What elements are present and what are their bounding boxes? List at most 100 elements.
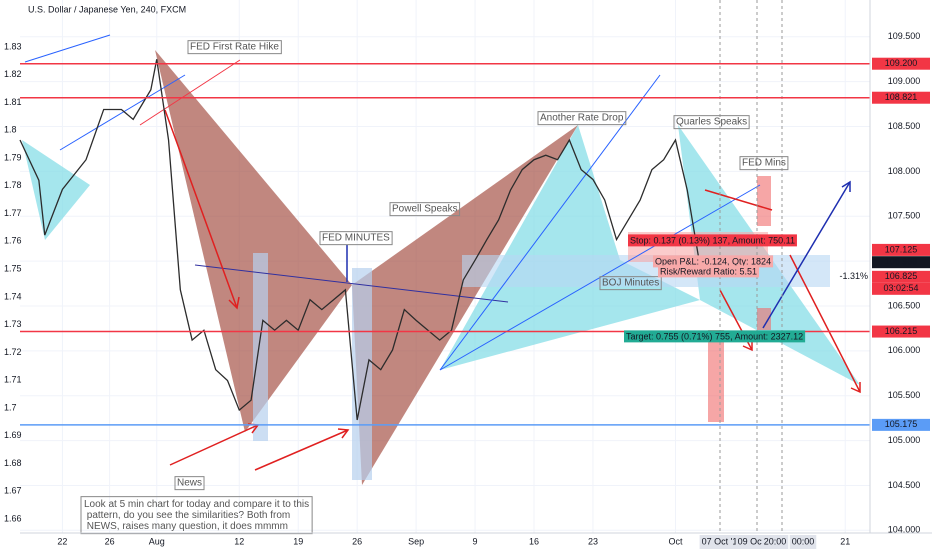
y-tick-label: 104.000 [888,525,921,535]
note-box [80,496,313,535]
x-tick-label: 19 [293,536,303,546]
price-label-bg [872,91,930,104]
pattern-triangle [440,125,700,370]
arrows [346,180,851,329]
position-label: Target: 0.755 (0.71%) 755, Amount: 2327.… [626,331,803,341]
y-tick-label: 109.500 [888,31,921,41]
trend-line [59,74,186,151]
change-label: -1.31% [839,271,868,281]
y2-tick-label: 1.76 [4,236,22,246]
trend-line [24,34,111,63]
price-label-bg [872,57,930,70]
time-label-bg [699,535,745,549]
trend-line [139,59,241,126]
y2-tick-label: 1.68 [4,458,22,468]
annotation: News [177,478,202,489]
y-tick-label: 107.500 [888,211,921,221]
annotation-box [174,476,205,491]
price-label-bg [872,256,930,269]
pattern-triangle [155,50,352,432]
arrows [164,109,861,471]
red-box [708,330,724,422]
price-label: 106.988 [885,257,918,267]
annotation: Another Rate Drop [540,113,624,124]
annotation: FED First Rate Hike [190,42,279,53]
annotation: BOJ Minutes [602,278,659,289]
y2-tick-label: 1.79 [4,152,22,162]
position-label: Risk/Reward Ratio: 5.51 [660,266,757,276]
y2-tick-label: 1.81 [4,97,22,107]
annotation-box [599,276,662,291]
red-box [757,308,771,330]
price-label-bg [872,243,930,256]
y-tick-label: 105.500 [888,390,921,400]
y2-tick-label: 1.66 [4,513,22,523]
y2-tick-label: 1.67 [4,486,22,496]
y2-tick-label: 1.69 [4,430,22,440]
y2-tick-label: 1.77 [4,208,22,218]
y2-tick-label: 1.7 [4,402,17,412]
price-label: 106.825 [885,271,918,281]
annotation: FED MINUTES [322,233,390,244]
position-label: Open P&L: -0.124, Qty: 1824 [655,256,771,266]
pattern-triangle [22,140,90,240]
labels: 104.000 104.500 105.000 105.500 106.000 106.5… [4,31,930,549]
x-tick-label: 22 [57,536,67,546]
price-line [19,59,700,421]
x-tick-label: 26 [105,536,115,546]
drawings [22,0,861,533]
y2-tick-label: 1.72 [4,347,22,357]
annotation-box [187,40,282,55]
y2-tick-label: 1.71 [4,375,22,385]
highlight-box [352,268,372,480]
position-label-bg [628,234,797,247]
position-label: Stop: 0.137 (0.13%) 137, Amount: 750.11 [630,235,795,245]
price-label-bg [872,270,930,283]
price-label: 105.175 [885,419,918,429]
y-tick-label: 106.000 [888,345,921,355]
y2-tick-label: 1.75 [4,264,22,274]
y-tick-label: 105.000 [888,435,921,445]
y-tick-label: 104.500 [888,480,921,490]
annotation: FED Mins [742,158,786,169]
chart-title: U.S. Dollar / Japanese Yen, 240, FXCM [28,4,186,14]
position-label-bg [653,255,774,268]
note: Look at 5 min chart for today and compar… [84,499,309,532]
annotation-box [537,111,627,126]
x-tick-label: 21 [840,536,850,546]
pattern-triangle [352,125,578,485]
y2-tick-label: 1.82 [4,69,22,79]
annotation: Powell Speaks [392,204,458,215]
price-label: 109.200 [885,58,918,68]
price-label-bg [872,325,930,338]
annotation-box [319,231,393,246]
position-label-bg [658,265,760,278]
x-tick-label: 26 [352,536,362,546]
x-tick-label: 12 [234,536,244,546]
time-label: 20:00 [764,536,787,546]
time-label: 07 Oct '19 [702,536,743,546]
annotation-box [673,115,750,130]
trend-line [194,264,509,303]
price-label: 108.821 [885,92,918,102]
time-label: 00:00 [792,536,815,546]
x-tick-label: 23 [588,536,598,546]
annotation-box [389,202,461,217]
time-label-bg [789,535,817,549]
y2-tick-label: 1.83 [4,41,22,51]
annotation: Quarles Speaks [676,117,747,128]
price-label: 106.215 [885,326,918,336]
countdown-bg [872,282,930,295]
x-tick-label: 16 [529,536,539,546]
time-label: 09 Oct '19 [738,536,779,546]
y2-tick-label: 1.8 [4,125,17,135]
y-tick-label: 108.500 [888,121,921,131]
x-tick-label: 9 [473,536,478,546]
countdown: 03:02:54 [883,283,918,293]
x-tick-label: Sep [408,536,424,546]
y2-tick-label: 1.78 [4,180,22,190]
red-box [757,176,771,226]
position-label-bg [624,330,806,343]
time-label-bg [761,535,789,549]
